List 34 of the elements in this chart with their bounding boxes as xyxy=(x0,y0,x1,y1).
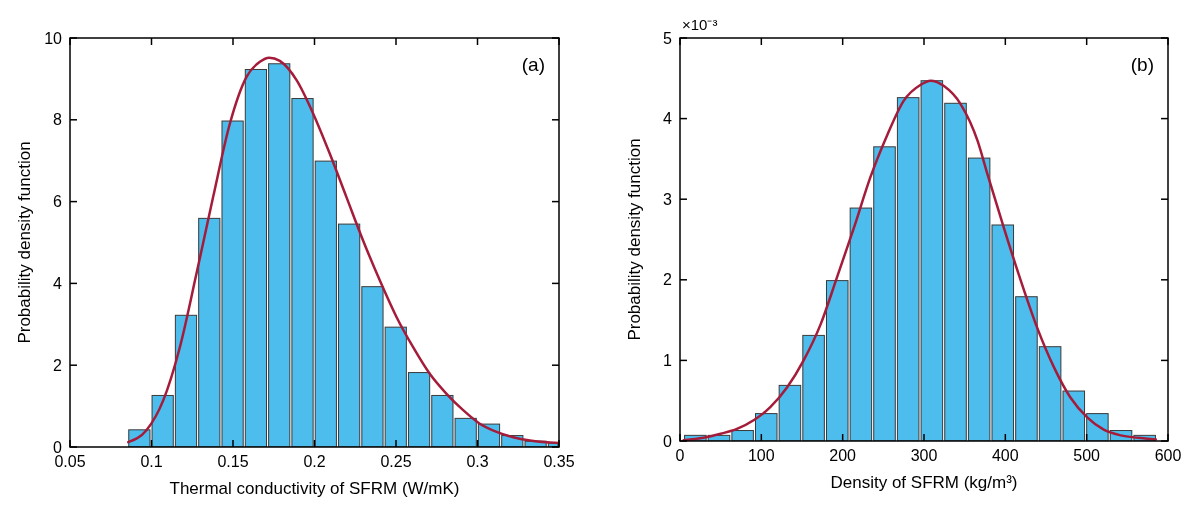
y-tick-label: 2 xyxy=(663,271,673,289)
x-tick-label: 100 xyxy=(747,447,775,464)
y-axis-title: Probability density function xyxy=(625,138,644,341)
y-tick-label: 4 xyxy=(663,110,673,128)
y-tick-label: 1 xyxy=(663,351,673,369)
x-tick-label: 0.05 xyxy=(54,453,86,470)
y-axis-title: Probability density function xyxy=(15,141,34,344)
x-tick-label: 0.1 xyxy=(140,453,163,470)
x-tick-label: 400 xyxy=(991,447,1019,464)
x-tick-label: 0.2 xyxy=(303,453,326,470)
line-series xyxy=(126,56,559,445)
x-tick-label: 600 xyxy=(1154,447,1182,464)
x-tick-label: 0.3 xyxy=(466,453,489,470)
y-tick-label: 8 xyxy=(53,111,63,129)
x-axis-title: Density of SFRM (kg/m³) xyxy=(830,473,1018,492)
x-tick-label: 0.25 xyxy=(380,453,412,470)
annotation: (a) xyxy=(521,54,545,75)
x-tick-label: 200 xyxy=(829,447,857,464)
x-axis-title: Thermal conductivity of SFRM (W/mK) xyxy=(169,479,460,498)
x-tick-label: 0.15 xyxy=(217,453,249,470)
y-tick-label: 6 xyxy=(53,193,63,211)
x-tick-label: 0 xyxy=(675,447,685,464)
y-tick-label: 0 xyxy=(663,432,673,450)
x-tick-label: 300 xyxy=(910,447,938,464)
y-tick-label: 10 xyxy=(44,29,63,47)
y-tick-label: 2 xyxy=(53,356,63,374)
annotation: (b) xyxy=(1130,54,1154,75)
text: ×10⁻³ xyxy=(682,16,718,33)
line-series xyxy=(682,79,1158,441)
y-tick-label: 5 xyxy=(663,29,673,47)
y-tick-label: 4 xyxy=(53,274,63,292)
x-tick-label: 0.35 xyxy=(543,453,575,470)
x-tick-label: 500 xyxy=(1073,447,1101,464)
y-tick-label: 3 xyxy=(663,190,673,208)
